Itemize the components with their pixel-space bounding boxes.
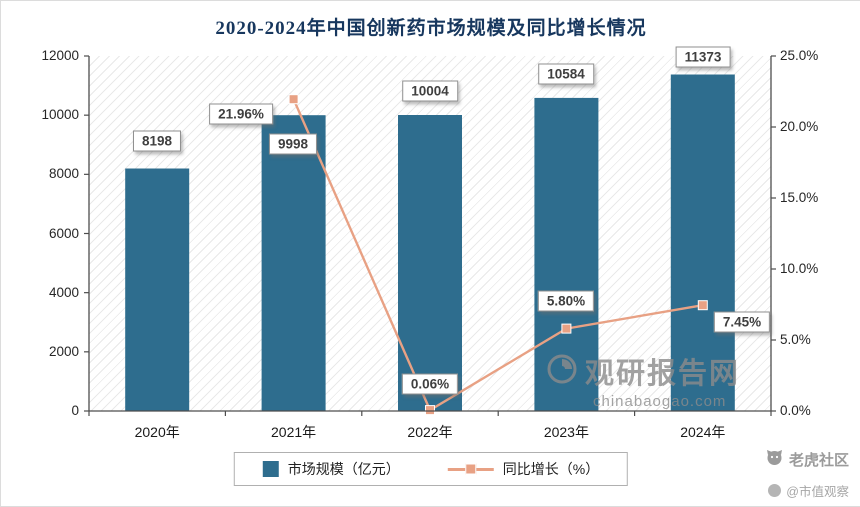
line-marker: [425, 405, 435, 416]
brand-name: 老虎社区: [788, 452, 849, 469]
account-name: @市值观察: [786, 485, 849, 499]
watermark: 观研报告网 chinabaogao.com: [546, 350, 740, 410]
line-marker: [288, 94, 299, 105]
account-badge: @市值观察: [768, 481, 849, 500]
watermark-logo-icon: [546, 353, 578, 390]
legend: 市场规模（亿元） 同比增长（%）: [233, 452, 629, 486]
tiger-icon: [766, 449, 783, 470]
line-swatch-icon: [447, 463, 494, 475]
watermark-name: 观研报告网: [585, 358, 741, 390]
legend-item-bar: 市场规模（亿元）: [262, 459, 400, 479]
watermark-domain: chinabaogao.com: [593, 393, 727, 410]
bar-2024年: [670, 74, 735, 411]
bar-2020年: [125, 168, 190, 411]
line-marker: [697, 300, 708, 311]
chart-title: 2020-2024年中国创新药市场规模及同比增长情况: [215, 18, 647, 39]
bar-2023年: [534, 97, 599, 412]
bar-2021年: [261, 115, 326, 411]
growth-line: [292, 98, 704, 412]
bar-swatch-icon: [262, 461, 279, 477]
bar-2022年: [398, 115, 462, 411]
line-marker: [561, 323, 572, 334]
bar-legend-label: 市场规模（亿元）: [287, 461, 400, 477]
brand-badge: 老虎社区: [766, 449, 849, 470]
legend-item-line: 同比增长（%）: [447, 459, 600, 479]
avatar-icon: [768, 484, 782, 497]
line-legend-label: 同比增长（%）: [502, 461, 600, 477]
